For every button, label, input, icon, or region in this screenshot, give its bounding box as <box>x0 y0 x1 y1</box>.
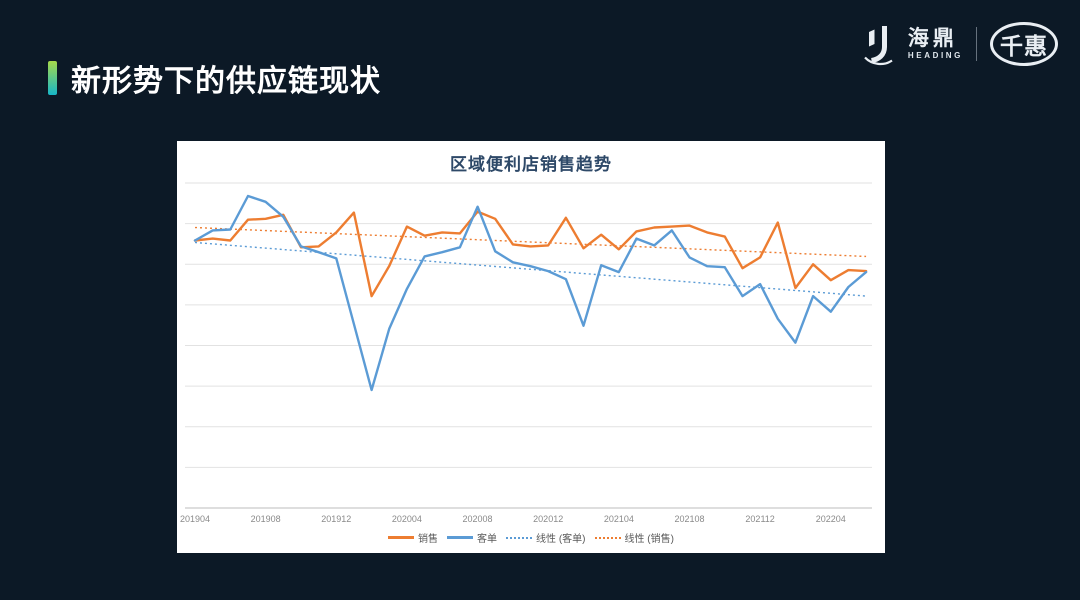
legend-item-线性 (销售): 线性 (销售) <box>594 530 674 545</box>
logo-divider <box>976 27 977 61</box>
legend-label: 客单 <box>477 534 498 545</box>
x-tick-label: 201912 <box>321 514 351 524</box>
trendline-线性 (销售) <box>194 226 867 258</box>
x-tick-label: 202204 <box>816 514 846 524</box>
legend-item-线性 (客单): 线性 (客单) <box>506 530 586 545</box>
legend-line-swatch <box>388 536 415 539</box>
slide-title: 新形势下的供应链现状 <box>71 65 381 98</box>
legend-dotted-line-swatch <box>506 536 533 539</box>
legend-item-客单: 客单 <box>447 530 497 545</box>
qianhui-logo: 千惠 <box>990 22 1058 66</box>
x-tick-label: 201908 <box>251 514 281 524</box>
series-line-客单 <box>193 194 868 392</box>
slide-title-row: 新形势下的供应链现状 <box>48 56 381 100</box>
legend-label: 线性 (客单) <box>536 534 586 545</box>
legend-label: 销售 <box>418 534 439 545</box>
line-chart: 201904 201908 201912 202004 202008 202012 2021… <box>180 182 872 524</box>
x-tick-label: 202108 <box>674 514 704 524</box>
trendline-线性 (客单) <box>194 241 867 297</box>
heading-logo-cn: 海鼎 <box>907 27 958 50</box>
legend-label: 线性 (销售) <box>624 534 674 545</box>
x-tick-label: 202104 <box>604 514 634 524</box>
x-tick-label: 202004 <box>392 514 422 524</box>
x-tick-label: 202008 <box>463 514 493 524</box>
heading-logo-text: 海鼎 HEADING <box>908 28 963 60</box>
legend-dotted-line-swatch <box>594 536 621 539</box>
title-accent-bar <box>48 61 57 95</box>
chart-card: 区域便利店销售趋势 201904 201908 201912 202004 202008… <box>177 141 885 553</box>
chart-legend: 销售 客单 线性 (客单) 线性 (销售) <box>177 530 885 545</box>
logo-group: 海鼎 HEADING 千惠 <box>861 22 1058 66</box>
heading-logo-icon <box>864 26 893 66</box>
legend-item-销售: 销售 <box>388 530 438 545</box>
series-line-销售 <box>193 210 868 298</box>
heading-logo-en: HEADING <box>907 51 963 60</box>
x-tick-label: 202012 <box>533 514 563 524</box>
legend-line-swatch <box>447 536 474 539</box>
chart-title: 区域便利店销售趋势 <box>450 155 612 174</box>
x-tick-label: 202112 <box>745 514 774 524</box>
x-tick-label: 201904 <box>180 514 210 524</box>
